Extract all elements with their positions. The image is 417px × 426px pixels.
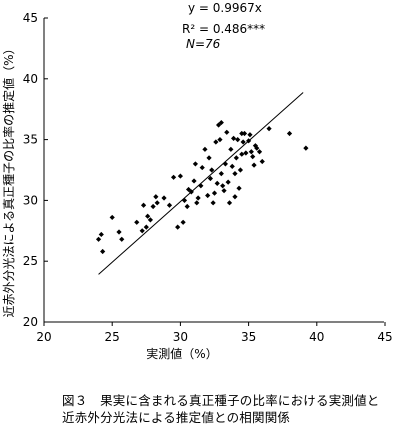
x-tick-label: 35 — [241, 330, 256, 344]
data-point — [166, 202, 173, 208]
data-point — [139, 228, 145, 234]
data-point — [109, 214, 115, 221]
data-point — [192, 161, 199, 167]
data-point — [229, 163, 235, 169]
data-point — [95, 236, 102, 242]
data-point — [235, 137, 241, 143]
data-point — [228, 146, 234, 152]
data-point — [209, 167, 215, 173]
data-point — [240, 139, 246, 145]
data-point — [180, 219, 186, 225]
data-point — [225, 179, 231, 185]
data-point — [246, 138, 252, 144]
data-point — [195, 195, 201, 201]
data-point — [286, 130, 293, 137]
data-point — [210, 200, 216, 206]
data-point — [154, 200, 160, 206]
data-point — [140, 202, 147, 208]
data-point — [194, 200, 200, 206]
data-point — [206, 155, 212, 161]
data-point — [202, 146, 208, 152]
data-point — [184, 203, 190, 210]
y-tick-label: 20 — [23, 315, 38, 329]
x-tick-label: 20 — [36, 330, 51, 344]
data-point — [256, 149, 263, 155]
data-point — [175, 224, 181, 230]
data-point — [217, 137, 223, 143]
data-point — [222, 161, 229, 167]
data-point — [250, 154, 256, 160]
data-point — [259, 158, 265, 165]
caption-line-1: 図３ 果実に含まれる真正種子の比率における実測値と — [62, 393, 380, 408]
annotation-equation: y = 0.9967x — [188, 1, 262, 15]
data-point — [221, 188, 227, 194]
data-point — [116, 229, 122, 235]
data-point — [251, 162, 257, 168]
data-point — [230, 135, 237, 141]
data-point — [213, 139, 219, 145]
annotation-sample-size: N=76 — [186, 37, 221, 51]
data-point — [191, 178, 197, 184]
data-point — [236, 185, 242, 191]
x-tick-label: 40 — [309, 330, 324, 344]
data-point — [237, 167, 244, 173]
data-point — [220, 183, 226, 189]
data-point — [100, 248, 106, 255]
data-point — [177, 173, 183, 179]
data-point — [153, 194, 159, 200]
data-point — [188, 189, 194, 195]
data-point — [254, 145, 260, 151]
data-point — [98, 231, 104, 238]
data-point — [224, 129, 230, 135]
data-point — [247, 132, 253, 138]
x-tick-label: 45 — [377, 330, 392, 344]
data-point — [143, 224, 149, 230]
y-tick-label: 25 — [23, 254, 38, 268]
data-point — [211, 190, 218, 196]
y-tick-label: 30 — [23, 193, 38, 207]
x-tick-label: 30 — [173, 330, 188, 344]
data-point — [145, 213, 151, 219]
data-point — [243, 150, 249, 156]
data-point — [199, 164, 205, 171]
annotation-r-squared: R² = 0.486*** — [182, 22, 265, 36]
x-axis-label: 実測値（%） — [146, 346, 217, 361]
data-point — [181, 197, 188, 203]
data-point — [241, 130, 248, 137]
data-point — [248, 149, 254, 155]
data-point — [198, 183, 204, 189]
data-point — [218, 119, 224, 126]
data-point — [303, 145, 309, 151]
y-axis-label: 近赤外分光法による真正種子の比率の推定値（%） — [1, 42, 16, 317]
x-tick-label: 25 — [105, 330, 120, 344]
y-tick-label: 45 — [23, 11, 38, 25]
y-tick-label: 40 — [23, 72, 38, 86]
data-point — [239, 130, 245, 137]
data-point — [119, 236, 125, 242]
figure-caption: 図３ 果実に含まれる真正種子の比率における実測値と 近赤外分光法による推定値との… — [62, 392, 414, 426]
caption-line-2: 近赤外分光法による推定値との相関関係 — [62, 410, 291, 425]
data-point — [239, 151, 245, 157]
data-point — [150, 203, 156, 210]
data-point — [214, 180, 220, 186]
data-point — [205, 192, 211, 199]
data-point — [232, 171, 238, 177]
data-point — [170, 174, 177, 180]
data-point — [147, 217, 153, 223]
data-point — [161, 195, 167, 201]
data-point — [226, 200, 233, 206]
plot-area: 20 25 30 35 40 45 20 25 30 35 40 45 — [23, 11, 393, 344]
data-point — [218, 171, 224, 177]
data-point — [232, 194, 238, 200]
data-point — [207, 175, 214, 182]
y-tick-label: 35 — [23, 133, 38, 147]
data-point — [252, 143, 259, 149]
data-point — [266, 126, 272, 132]
data-point — [233, 155, 239, 161]
data-point — [134, 219, 140, 225]
